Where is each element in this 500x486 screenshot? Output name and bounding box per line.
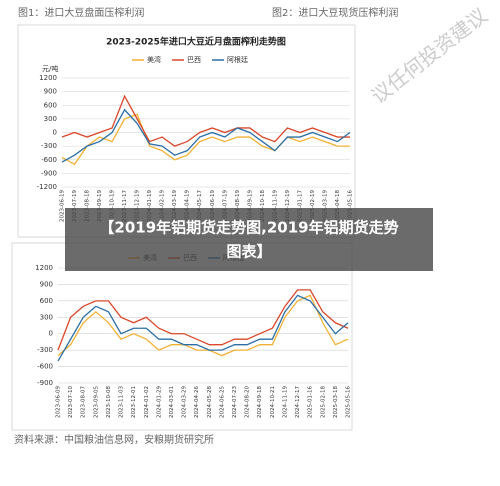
- overlay-title: 【2019年铝期货走势图,2019年铝期货走势: [99, 219, 398, 237]
- x-tick-label: 2024-02-19: [160, 190, 166, 222]
- figure-caption: 图2：进口大豆现货压榨利润: [272, 6, 398, 19]
- y-tick-label: 0: [49, 330, 53, 338]
- x-tick-label: 2023-12-19: [135, 190, 141, 222]
- y-tick-label: -900: [37, 379, 53, 387]
- x-tick-label: 2024-03-19: [172, 190, 178, 222]
- x-tick-label: 2025-05-16: [348, 190, 354, 222]
- x-tick-label: 2024-03-29: [182, 386, 188, 418]
- x-tick-label: 2024-07-19: [222, 190, 228, 222]
- x-tick-label: 2023-11-17: [122, 190, 128, 222]
- x-tick-label: 2024-11-19: [272, 190, 278, 222]
- y-tick-label: -600: [41, 156, 57, 164]
- x-tick-label: 2024-03-01: [169, 386, 175, 418]
- x-tick-label: 2024-09-19: [247, 190, 253, 222]
- x-tick-label: 2024-01-29: [156, 386, 162, 418]
- y-tick-label: 600: [44, 101, 57, 109]
- x-tick-label: 2024-12-19: [285, 190, 291, 222]
- x-tick-label: 2023-06-09: [56, 386, 62, 418]
- figure-caption: 图1：进口大豆盘面压榨利润: [18, 6, 144, 19]
- legend-label: 美湾: [147, 55, 161, 64]
- source-note: 资料来源：中国粮油信息网，安粮期货研究所: [14, 433, 214, 446]
- overlay-title: 图表】: [226, 243, 271, 261]
- series-line: [57, 289, 349, 351]
- x-tick-label: 2024-05-17: [197, 190, 203, 222]
- series-line: [61, 113, 350, 166]
- y-tick-label: -600: [37, 363, 53, 371]
- y-tick-label: -1200: [37, 183, 57, 191]
- x-tick-label: 2023-08-18: [85, 190, 91, 222]
- x-tick-label: 2025-01-16: [308, 386, 314, 418]
- x-tick-label: 2024-10-18: [260, 190, 266, 222]
- y-tick-label: -300: [37, 346, 53, 354]
- x-tick-label: 2025-03-18: [333, 386, 339, 418]
- x-tick-label: 2024-07-23: [232, 386, 238, 418]
- x-tick-label: 2023-10-19: [110, 190, 116, 222]
- x-tick-label: 2024-05-28: [207, 386, 213, 418]
- x-tick-label: 2024-08-20: [245, 386, 251, 418]
- y-tick-label: -900: [41, 169, 57, 177]
- series-line: [61, 94, 350, 147]
- x-tick-label: 2023-09-05: [93, 386, 99, 418]
- x-tick-label: 2024-06-19: [210, 190, 216, 222]
- legend-label: 巴西: [187, 56, 201, 64]
- x-tick-label: 2024-04-26: [194, 386, 200, 418]
- y-tick-label: 900: [44, 88, 57, 96]
- y-tick-label: 1200: [35, 264, 53, 272]
- x-tick-label: 2024-12-17: [295, 386, 301, 418]
- x-tick-label: 2023-12-01: [131, 386, 137, 418]
- series-line: [61, 108, 351, 163]
- x-tick-label: 2023-08-07: [81, 386, 87, 418]
- x-tick-label: 2024-06-25: [219, 386, 225, 418]
- series-line: [57, 294, 349, 362]
- y-tick-label: 1200: [39, 74, 57, 82]
- y-tick-label: 300: [44, 115, 57, 123]
- x-tick-label: 2024-10-21: [270, 386, 276, 418]
- x-tick-label: 2023-09-19: [97, 190, 103, 222]
- y-tick-label: 300: [40, 313, 53, 321]
- x-tick-label: 2024-04-19: [185, 190, 191, 222]
- x-tick-label: 2025-01-17: [297, 190, 303, 222]
- y-axis-label: 元/吨: [42, 64, 58, 73]
- chart-title: 2023-2025年进口大豆近月盘面榨利走势图: [106, 36, 286, 48]
- x-tick-label: 2024-01-19: [147, 190, 153, 222]
- x-tick-label: 2025-02-19: [310, 190, 316, 222]
- x-tick-label: 2023-07-19: [72, 190, 78, 222]
- overlay-band: [65, 208, 433, 271]
- x-tick-label: 2023-10-08: [106, 386, 112, 418]
- x-tick-label: 2025-05-16: [346, 386, 352, 418]
- x-tick-label: 2025-03-19: [322, 190, 328, 222]
- series-line: [57, 294, 349, 357]
- legend-label: 阿根廷: [227, 55, 248, 64]
- y-tick-label: 900: [40, 280, 53, 288]
- y-tick-label: 600: [40, 297, 53, 305]
- y-tick-label: 0: [53, 129, 57, 137]
- x-tick-label: 2024-08-19: [235, 190, 241, 222]
- chart-box: [17, 24, 356, 238]
- x-tick-label: 2024-11-19: [282, 386, 288, 418]
- y-tick-label: -300: [41, 142, 57, 150]
- x-tick-label: 2023-11-03: [119, 386, 125, 418]
- x-tick-label: 2025-04-18: [335, 190, 341, 222]
- x-tick-label: 2024-01-02: [144, 386, 150, 418]
- x-tick-label: 2023-06-19: [60, 190, 66, 222]
- x-tick-label: 2023-07-10: [68, 386, 74, 418]
- chart-box: [11, 242, 353, 431]
- x-tick-label: 2024-09-18: [257, 386, 263, 418]
- x-tick-label: 2025-02-18: [320, 386, 326, 418]
